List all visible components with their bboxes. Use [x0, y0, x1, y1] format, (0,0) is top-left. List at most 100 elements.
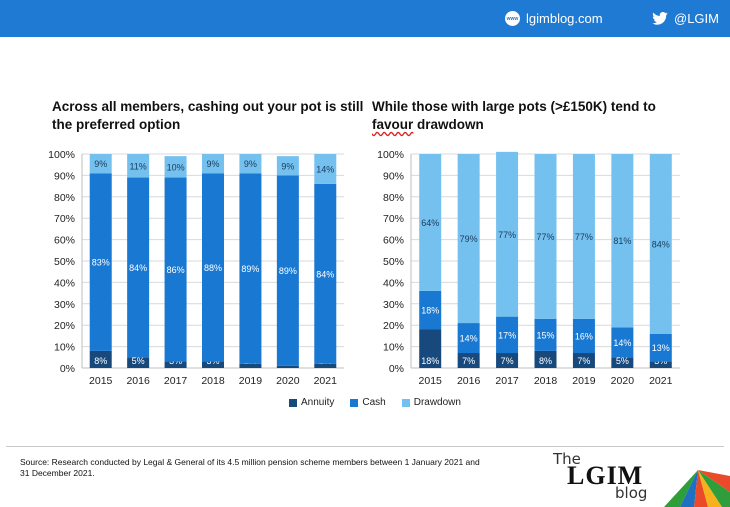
twitter-handle: @LGIM — [674, 11, 719, 26]
left-ytick-label: 100% — [48, 149, 75, 161]
right-bar-annuity-2017 — [496, 353, 519, 368]
right-bar-cash-2021 — [649, 333, 672, 362]
right-data-label-cash: 17% — [498, 330, 516, 340]
left-data-label-drawdown: 9% — [281, 161, 294, 171]
logo-the: The — [553, 450, 581, 468]
left-bar-drawdown-2019 — [239, 154, 262, 174]
right-data-label-drawdown: 77% — [575, 232, 593, 242]
left-data-label-cash: 84% — [129, 263, 147, 273]
footer-divider — [6, 446, 724, 447]
legend-label-cash: Cash — [362, 397, 386, 408]
right-bar-annuity-2019 — [572, 353, 595, 368]
blog-link-label: lgimblog.com — [526, 11, 603, 26]
left-data-label-cash: 89% — [241, 264, 259, 274]
left-ytick-label: 50% — [54, 256, 75, 268]
right-bar-cash-2016 — [457, 323, 480, 354]
logo-blog: blog — [615, 484, 648, 502]
left-data-label-cash: 86% — [167, 265, 185, 275]
right-bar-cash-2018 — [534, 318, 557, 351]
left-bar-cash-2021 — [314, 183, 337, 364]
right-ytick-label: 100% — [377, 149, 404, 161]
left-ytick-label: 30% — [54, 299, 75, 311]
left-bar-cash-2015 — [89, 173, 112, 351]
right-data-label-drawdown: 77% — [536, 232, 554, 242]
left-bar-cash-2018 — [202, 173, 224, 362]
right-ytick-label: 20% — [383, 320, 404, 332]
right-bar-cash-2020 — [611, 327, 634, 358]
right-ytick-label: 30% — [383, 299, 404, 311]
legend-label-drawdown: Drawdown — [413, 397, 461, 408]
right-xtick-label: 2018 — [534, 375, 558, 387]
left-bar-cash-2020 — [276, 175, 299, 366]
right-ytick-label: 90% — [383, 170, 404, 182]
right-bar-drawdown-2021 — [649, 154, 672, 334]
right-ytick-label: 50% — [383, 256, 404, 268]
right-data-label-annuity: 5% — [616, 356, 629, 366]
left-bar-annuity-2016 — [127, 357, 150, 368]
right-bar-annuity-2016 — [457, 353, 480, 368]
twitter-bird-icon — [652, 12, 668, 25]
left-data-label-annuity: 8% — [94, 356, 107, 366]
left-ytick-label: 10% — [54, 342, 75, 354]
header-bar: www lgimblog.com @LGIM — [0, 0, 730, 37]
right-bar-annuity-2020 — [611, 357, 634, 368]
legend-swatch-annuity — [289, 398, 297, 407]
right-bar-annuity-2018 — [534, 350, 557, 368]
legend-item-annuity: Annuity — [289, 397, 334, 408]
left-bar-drawdown-2016 — [127, 154, 150, 178]
right-bar-drawdown-2015 — [419, 154, 442, 291]
right-data-label-drawdown: 84% — [652, 239, 670, 249]
right-ytick-label: 60% — [383, 235, 404, 247]
left-data-label-drawdown: 9% — [206, 159, 219, 169]
umbrella-logo-icon — [664, 470, 730, 507]
right-bar-drawdown-2017 — [496, 151, 519, 317]
right-bar-cash-2017 — [496, 316, 519, 354]
left-data-label-drawdown: 11% — [129, 161, 146, 171]
right-ytick-label: 80% — [383, 192, 404, 204]
left-ytick-label: 20% — [54, 320, 75, 332]
right-data-label-drawdown: 81% — [613, 236, 631, 246]
right-data-label-drawdown: 64% — [421, 218, 439, 228]
right-ytick-label: 40% — [383, 277, 404, 289]
right-bar-drawdown-2018 — [534, 154, 557, 319]
right-xtick-label: 2021 — [649, 375, 673, 387]
right-ytick-label: 70% — [383, 213, 404, 225]
left-ytick-label: 60% — [54, 235, 75, 247]
legend-item-cash: Cash — [350, 397, 386, 408]
right-bar-cash-2019 — [572, 318, 595, 354]
right-bar-cash-2015 — [419, 290, 442, 330]
right-ytick-label: 0% — [389, 363, 404, 375]
left-ytick-label: 90% — [54, 170, 75, 182]
legend-label-annuity: Annuity — [301, 397, 335, 408]
right-data-label-annuity: 7% — [501, 356, 514, 366]
left-data-label-drawdown: 10% — [167, 162, 185, 172]
right-chart-title-suffix: drawdown — [413, 117, 484, 132]
left-bar-drawdown-2018 — [202, 154, 224, 174]
legend-swatch-cash — [350, 398, 359, 407]
left-chart-title: Across all members, cashing out your pot… — [52, 99, 364, 132]
left-data-label-annuity: 5% — [132, 356, 145, 366]
right-bar-annuity-2021 — [649, 361, 672, 368]
left-data-label-cash: 84% — [316, 269, 334, 279]
globe-icon: www — [505, 11, 520, 26]
left-bar-drawdown-2017 — [164, 156, 187, 178]
left-xtick-label: 2020 — [276, 375, 300, 387]
left-data-label-drawdown: 9% — [94, 159, 107, 169]
left-bar-cash-2016 — [127, 177, 150, 358]
left-bar-drawdown-2021 — [314, 154, 337, 184]
right-bar-drawdown-2016 — [457, 154, 480, 324]
left-bar-annuity-2018 — [202, 361, 224, 368]
left-xtick-label: 2021 — [314, 375, 338, 387]
left-bar-drawdown-2020 — [276, 156, 299, 176]
right-chart-title-prefix: While those with large pots (>£150K) ten… — [372, 99, 656, 114]
left-bar-annuity-2021 — [314, 363, 337, 368]
left-ytick-label: 40% — [54, 277, 75, 289]
blog-link[interactable]: www lgimblog.com — [505, 11, 603, 26]
left-data-label-cash: 83% — [92, 258, 110, 268]
legend-item-drawdown: Drawdown — [401, 397, 461, 408]
left-bar-annuity-2017 — [164, 361, 187, 368]
right-bar-drawdown-2020 — [611, 154, 634, 328]
left-bar-cash-2019 — [239, 173, 262, 364]
twitter-link[interactable]: @LGIM — [652, 11, 719, 26]
